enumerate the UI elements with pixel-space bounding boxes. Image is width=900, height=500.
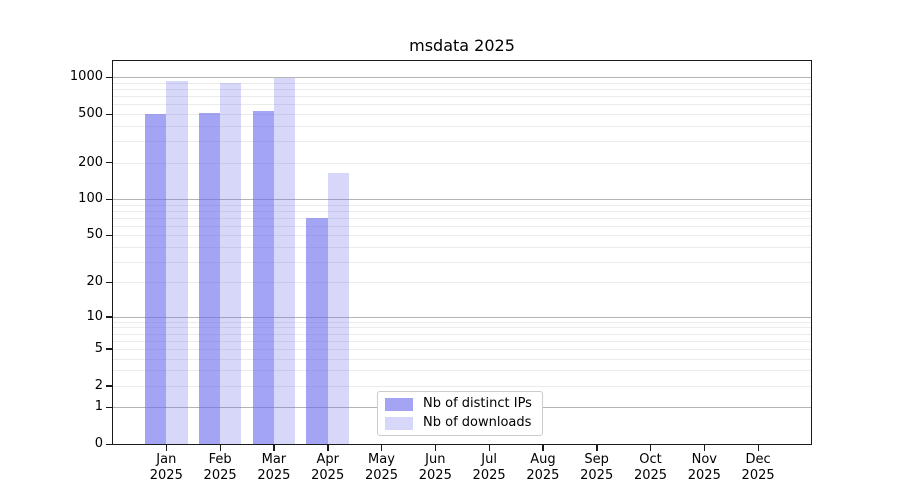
x-tick-oct (650, 445, 652, 451)
y-tick-5 (106, 348, 112, 350)
y-tick-label-0: 0 (94, 436, 103, 451)
x-tick-aug (542, 445, 544, 451)
y-gridline-minor-9 (113, 321, 811, 323)
x-tick-may (381, 445, 383, 451)
x-tick-dec (757, 445, 759, 451)
y-tick-500 (106, 113, 112, 115)
x-tick-nov (703, 445, 706, 451)
x-tick-label-may: May 2025 (364, 452, 399, 483)
y-gridline-minor-5 (113, 348, 811, 350)
y-tick-label-1: 1 (94, 399, 103, 415)
y-gridline-minor-900 (113, 82, 811, 84)
x-tick-label-jan: Jan 2025 (149, 452, 183, 483)
x-tick-label-feb: Feb 2025 (203, 452, 237, 483)
y-tick-1 (106, 406, 112, 409)
legend-entry-downloads: Nb of downloads (385, 416, 542, 430)
y-gridline-minor-7 (113, 333, 811, 335)
y-tick-label-200: 200 (78, 154, 103, 170)
bar-jan-distinct-ips (144, 114, 167, 444)
y-tick-label-10: 10 (86, 308, 103, 324)
y-gridline-major-10 (113, 316, 811, 318)
x-tick-label-nov: Nov 2025 (687, 452, 721, 483)
y-gridline-minor-90 (113, 204, 811, 206)
bar-apr-downloads (327, 172, 350, 444)
x-tick-label-jun: Jun 2025 (418, 452, 452, 483)
x-tick-feb (219, 445, 221, 451)
y-tick-label-500: 500 (78, 106, 103, 121)
y-tick-label-50: 50 (86, 227, 103, 243)
y-tick-label-1000: 1000 (69, 69, 103, 85)
bar-feb-distinct-ips (198, 113, 221, 444)
y-gridline-minor-30 (113, 261, 811, 263)
x-tick-apr (327, 445, 329, 451)
y-gridline-minor-8 (113, 327, 811, 329)
y-tick-1000 (106, 76, 112, 79)
bar-jan-downloads (166, 81, 188, 444)
bar-feb-downloads (220, 82, 242, 444)
y-gridline-minor-40 (113, 246, 811, 248)
y-gridline-minor-3 (113, 370, 811, 372)
y-gridline-minor-300 (113, 141, 811, 143)
legend-swatch-distinct-ips (385, 397, 413, 411)
x-tick-label-jul: Jul 2025 (472, 452, 506, 483)
y-tick-100 (106, 198, 112, 200)
x-tick-jan (165, 445, 168, 451)
x-tick-label-apr: Apr 2025 (311, 452, 345, 483)
x-tick-sep (596, 445, 598, 451)
y-tick-10 (106, 316, 112, 318)
y-gridline-minor-600 (113, 104, 811, 106)
y-tick-label-5: 5 (94, 340, 103, 356)
y-tick-50 (106, 234, 112, 237)
legend-label-downloads: Nb of downloads (423, 415, 532, 430)
bar-mar-distinct-ips (252, 111, 274, 444)
chart-title: msdata 2025 (409, 36, 515, 55)
y-gridline-minor-4 (113, 358, 811, 360)
legend-entry-distinct-ips: Nb of distinct IPs (385, 397, 542, 411)
y-tick-label-2: 2 (94, 377, 103, 393)
x-tick-jul (488, 445, 490, 451)
y-tick-0 (106, 443, 112, 445)
y-tick-2 (106, 385, 112, 387)
y-gridline-major-1000 (113, 77, 811, 79)
x-tick-label-mar: Mar 2025 (257, 452, 291, 483)
y-gridline-minor-500 (113, 114, 811, 115)
x-tick-label-aug: Aug 2025 (526, 452, 560, 483)
y-gridline-minor-60 (113, 225, 811, 227)
bar-mar-downloads (273, 77, 296, 444)
legend-swatch-downloads (385, 416, 413, 430)
bar-apr-distinct-ips (306, 217, 328, 444)
y-gridline-minor-800 (113, 89, 811, 91)
y-gridline-minor-700 (113, 96, 811, 98)
plot-area (112, 60, 812, 445)
y-gridline-minor-200 (113, 162, 811, 164)
y-gridline-minor-20 (113, 282, 811, 284)
y-gridline-minor-70 (113, 217, 811, 219)
y-tick-label-20: 20 (86, 274, 103, 290)
x-tick-jun (434, 445, 437, 451)
y-tick-200 (106, 162, 112, 164)
y-tick-20 (106, 281, 112, 284)
y-gridline-minor-50 (113, 235, 811, 237)
y-gridline-minor-80 (113, 210, 811, 212)
y-gridline-minor-6 (113, 340, 811, 342)
x-tick-mar (273, 445, 275, 451)
y-gridline-minor-400 (113, 125, 811, 127)
x-tick-label-sep: Sep 2025 (580, 452, 614, 483)
x-tick-label-oct: Oct 2025 (633, 452, 668, 483)
legend: Nb of distinct IPs Nb of downloads (377, 391, 543, 436)
x-tick-label-dec: Dec 2025 (741, 452, 775, 483)
y-tick-label-100: 100 (78, 191, 103, 206)
y-gridline-minor-2 (113, 385, 811, 387)
y-gridline-major-100 (113, 199, 811, 200)
legend-label-distinct-ips: Nb of distinct IPs (423, 396, 532, 411)
